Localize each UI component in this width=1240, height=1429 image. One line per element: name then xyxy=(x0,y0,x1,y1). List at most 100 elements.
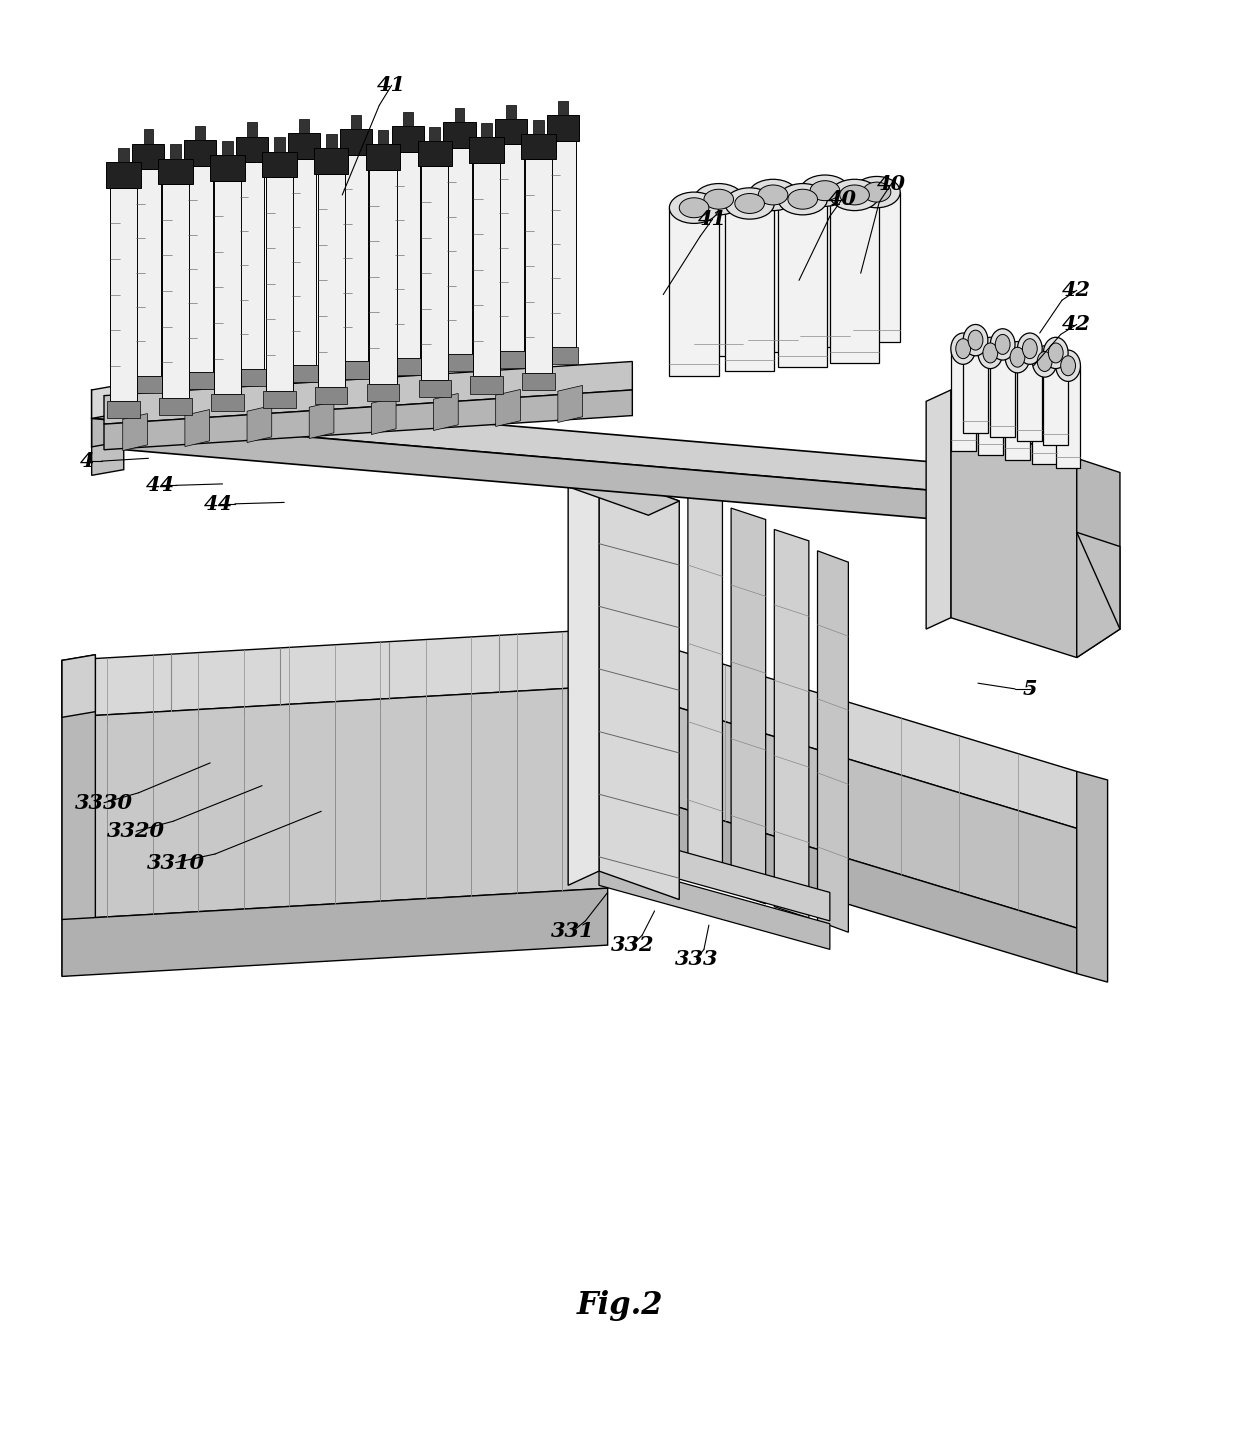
Polygon shape xyxy=(688,487,723,890)
Polygon shape xyxy=(817,550,848,932)
Polygon shape xyxy=(186,372,215,389)
Polygon shape xyxy=(210,156,244,180)
Polygon shape xyxy=(62,654,95,976)
Polygon shape xyxy=(371,397,396,434)
Polygon shape xyxy=(309,402,334,439)
Polygon shape xyxy=(222,141,233,156)
Polygon shape xyxy=(108,402,140,419)
Ellipse shape xyxy=(670,191,719,223)
Text: 44: 44 xyxy=(205,494,233,514)
Polygon shape xyxy=(144,130,154,144)
Text: 44: 44 xyxy=(146,476,175,496)
Polygon shape xyxy=(470,137,503,163)
Polygon shape xyxy=(159,159,193,184)
Polygon shape xyxy=(434,393,459,430)
Polygon shape xyxy=(599,473,680,899)
Polygon shape xyxy=(314,149,348,173)
Text: 4: 4 xyxy=(79,452,94,472)
Polygon shape xyxy=(62,889,608,976)
Polygon shape xyxy=(418,141,453,166)
Ellipse shape xyxy=(956,339,971,359)
Polygon shape xyxy=(853,191,900,342)
Polygon shape xyxy=(104,362,632,424)
Ellipse shape xyxy=(810,180,839,200)
Polygon shape xyxy=(377,130,388,144)
Polygon shape xyxy=(608,686,1076,927)
Polygon shape xyxy=(422,166,449,380)
Polygon shape xyxy=(393,357,423,374)
Polygon shape xyxy=(92,384,124,419)
Polygon shape xyxy=(110,187,138,402)
Text: 40: 40 xyxy=(828,189,857,209)
Ellipse shape xyxy=(1048,343,1063,363)
Polygon shape xyxy=(455,109,465,123)
Polygon shape xyxy=(599,860,830,949)
Polygon shape xyxy=(551,141,575,347)
Polygon shape xyxy=(196,126,206,140)
Ellipse shape xyxy=(694,183,744,214)
Polygon shape xyxy=(830,194,879,363)
Polygon shape xyxy=(608,786,1076,973)
Polygon shape xyxy=(351,116,361,130)
Polygon shape xyxy=(343,156,368,362)
Polygon shape xyxy=(262,151,296,177)
Polygon shape xyxy=(118,149,129,163)
Polygon shape xyxy=(289,364,319,382)
Polygon shape xyxy=(978,353,1003,456)
Polygon shape xyxy=(366,144,401,170)
Ellipse shape xyxy=(1037,352,1052,372)
Polygon shape xyxy=(496,390,521,426)
Text: 332: 332 xyxy=(610,935,653,955)
Polygon shape xyxy=(548,347,578,364)
Polygon shape xyxy=(92,390,1089,504)
Polygon shape xyxy=(1043,353,1068,446)
Polygon shape xyxy=(341,362,371,379)
Ellipse shape xyxy=(951,333,976,364)
Ellipse shape xyxy=(735,193,764,213)
Polygon shape xyxy=(1018,349,1042,442)
Polygon shape xyxy=(533,120,544,134)
Polygon shape xyxy=(498,144,523,350)
Ellipse shape xyxy=(968,330,983,350)
Ellipse shape xyxy=(863,181,890,201)
Polygon shape xyxy=(670,207,719,376)
Polygon shape xyxy=(263,390,295,407)
Polygon shape xyxy=(185,140,216,166)
Ellipse shape xyxy=(839,184,869,204)
Polygon shape xyxy=(315,387,347,404)
Ellipse shape xyxy=(1055,350,1080,382)
Polygon shape xyxy=(188,166,212,372)
Polygon shape xyxy=(444,123,476,149)
Polygon shape xyxy=(136,169,161,376)
Polygon shape xyxy=(265,177,293,390)
Ellipse shape xyxy=(758,184,787,204)
Polygon shape xyxy=(288,133,320,159)
Ellipse shape xyxy=(749,179,797,210)
Polygon shape xyxy=(800,190,849,347)
Ellipse shape xyxy=(1011,347,1025,367)
Ellipse shape xyxy=(1023,339,1037,359)
Polygon shape xyxy=(162,184,190,397)
Polygon shape xyxy=(317,173,345,387)
Polygon shape xyxy=(725,203,774,372)
Polygon shape xyxy=(774,530,808,917)
Polygon shape xyxy=(495,119,527,144)
Polygon shape xyxy=(749,194,797,352)
Ellipse shape xyxy=(725,187,774,219)
Polygon shape xyxy=(777,199,827,367)
Ellipse shape xyxy=(1060,356,1075,376)
Polygon shape xyxy=(92,419,1089,532)
Polygon shape xyxy=(159,397,192,414)
Ellipse shape xyxy=(963,324,988,356)
Polygon shape xyxy=(92,442,124,476)
Text: 333: 333 xyxy=(675,949,718,969)
Polygon shape xyxy=(1006,357,1030,460)
Polygon shape xyxy=(1076,459,1120,657)
Polygon shape xyxy=(104,390,632,450)
Ellipse shape xyxy=(978,337,1003,369)
Text: 42: 42 xyxy=(1063,280,1091,300)
Polygon shape xyxy=(521,134,556,160)
Polygon shape xyxy=(340,130,372,156)
Polygon shape xyxy=(481,123,492,137)
Text: 3310: 3310 xyxy=(146,853,205,873)
